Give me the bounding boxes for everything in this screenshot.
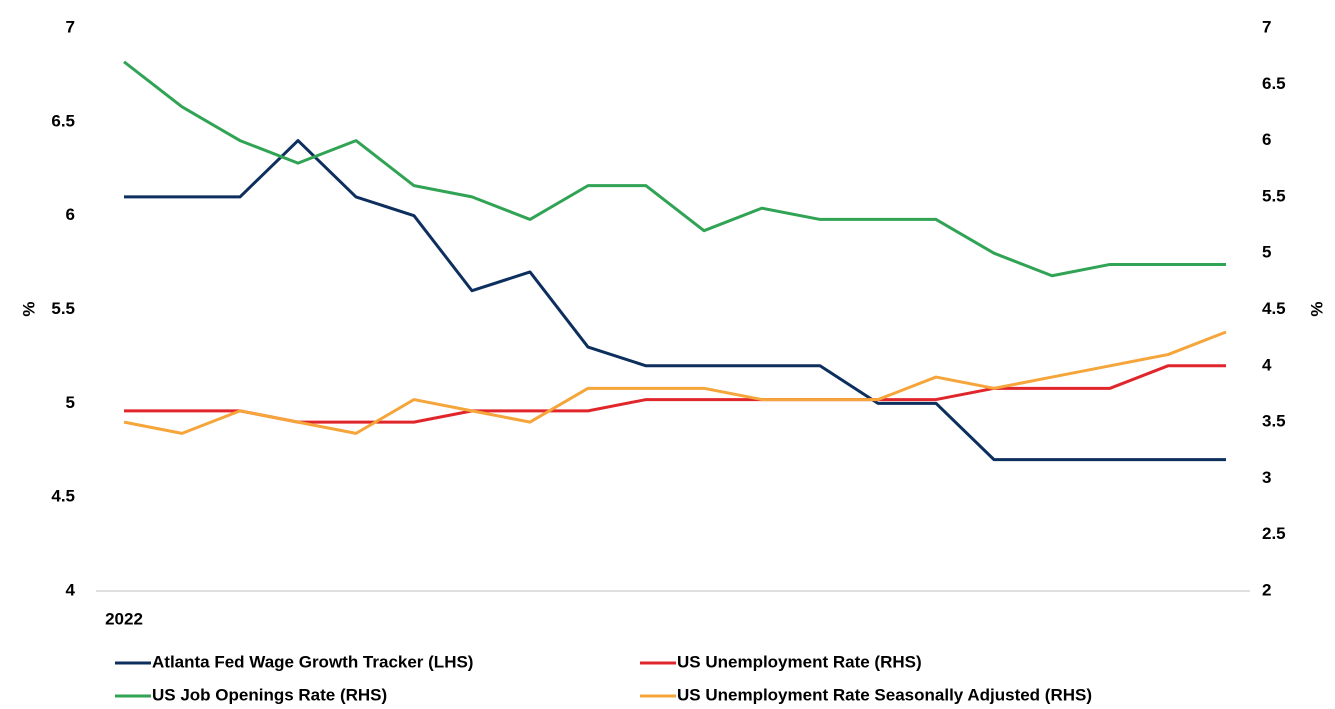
series-line	[123, 330, 1227, 435]
y2-axis-label: %	[1307, 301, 1326, 316]
y2-tick-label: 5	[1262, 243, 1271, 262]
y2-tick-label: 3.5	[1262, 412, 1286, 431]
series-line	[123, 60, 1226, 278]
y2-tick-label: 7	[1262, 17, 1271, 36]
y-tick-label: 7	[66, 17, 75, 36]
y-tick-label: 4	[66, 580, 76, 599]
y-tick-label: 5.5	[51, 299, 75, 318]
y2-tick-label: 2.5	[1262, 524, 1286, 543]
legend-label: Atlanta Fed Wage Growth Tracker (LHS)	[152, 652, 473, 671]
y-axis-label: %	[19, 301, 38, 316]
y-tick-label: 6	[66, 205, 75, 224]
legend-label: US Unemployment Rate (RHS)	[677, 652, 922, 671]
series-line	[124, 139, 1226, 462]
y2-tick-label: 6	[1262, 130, 1271, 149]
y2-tick-label: 5.5	[1262, 186, 1286, 205]
legend-label: US Unemployment Rate Seasonally Adjusted…	[677, 685, 1092, 704]
y-tick-label: 4.5	[51, 487, 75, 506]
y2-tick-label: 2	[1262, 580, 1271, 599]
series-line	[124, 364, 1226, 424]
y2-tick-label: 4	[1262, 355, 1272, 374]
y2-tick-label: 6.5	[1262, 74, 1286, 93]
y2-tick-label: 3	[1262, 468, 1271, 487]
y-tick-label: 6.5	[51, 111, 75, 130]
y2-tick-label: 4.5	[1262, 299, 1286, 318]
legend-label: US Job Openings Rate (RHS)	[152, 685, 387, 704]
y-tick-label: 5	[66, 393, 75, 412]
x-tick-label: 2022	[105, 609, 143, 628]
